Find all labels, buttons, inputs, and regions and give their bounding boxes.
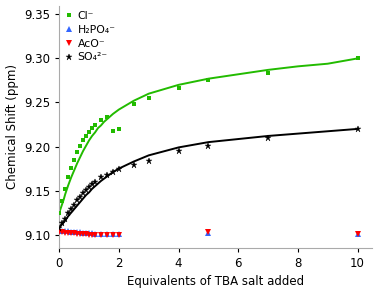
- H₂PO₄⁻: [75, 230, 79, 234]
- H₂PO₄⁻: [66, 229, 70, 233]
- AcO⁻: [60, 230, 65, 234]
- AcO⁻: [105, 233, 109, 236]
- AcO⁻: [72, 231, 76, 235]
- SO₄²⁻: [355, 127, 360, 131]
- Y-axis label: Chemical Shift (ppm): Chemical Shift (ppm): [6, 64, 19, 189]
- SO₄²⁻: [57, 226, 62, 229]
- Cl⁻: [75, 150, 79, 153]
- Cl⁻: [111, 129, 115, 132]
- AcO⁻: [111, 233, 115, 236]
- Line: Cl⁻: Cl⁻: [57, 55, 360, 215]
- AcO⁻: [75, 232, 79, 235]
- Cl⁻: [132, 103, 136, 106]
- H₂PO₄⁻: [78, 230, 82, 234]
- SO₄²⁻: [90, 183, 94, 186]
- Cl⁻: [57, 211, 62, 214]
- Cl⁻: [81, 138, 85, 142]
- Cl⁻: [78, 144, 82, 147]
- SO₄²⁻: [105, 173, 109, 176]
- H₂PO₄⁻: [57, 228, 62, 232]
- Cl⁻: [147, 96, 151, 100]
- H₂PO₄⁻: [355, 232, 360, 235]
- H₂PO₄⁻: [81, 231, 85, 235]
- AcO⁻: [57, 230, 62, 234]
- AcO⁻: [81, 232, 85, 235]
- Cl⁻: [60, 199, 65, 203]
- H₂PO₄⁻: [63, 229, 68, 233]
- AcO⁻: [355, 232, 360, 235]
- Cl⁻: [117, 127, 121, 131]
- Cl⁻: [105, 115, 109, 118]
- H₂PO₄⁻: [87, 231, 91, 235]
- SO₄²⁻: [93, 180, 97, 183]
- SO₄²⁻: [87, 185, 91, 189]
- SO₄²⁻: [75, 198, 79, 202]
- H₂PO₄⁻: [111, 232, 115, 235]
- AcO⁻: [99, 233, 103, 236]
- AcO⁻: [78, 232, 82, 235]
- SO₄²⁻: [147, 159, 151, 162]
- Cl⁻: [99, 118, 103, 122]
- Cl⁻: [72, 158, 76, 161]
- H₂PO₄⁻: [69, 230, 73, 234]
- AcO⁻: [206, 230, 211, 234]
- Cl⁻: [84, 134, 88, 138]
- H₂PO₄⁻: [105, 232, 109, 235]
- AcO⁻: [117, 233, 121, 236]
- SO₄²⁻: [63, 217, 68, 220]
- AcO⁻: [63, 231, 68, 235]
- Cl⁻: [66, 176, 70, 179]
- H₂PO₄⁻: [93, 232, 97, 235]
- SO₄²⁻: [81, 191, 85, 195]
- Cl⁻: [176, 87, 181, 90]
- H₂PO₄⁻: [99, 232, 103, 235]
- Line: AcO⁻: AcO⁻: [56, 229, 360, 238]
- Cl⁻: [266, 71, 270, 74]
- X-axis label: Equivalents of TBA salt added: Equivalents of TBA salt added: [127, 275, 304, 288]
- Cl⁻: [355, 56, 360, 59]
- SO₄²⁻: [132, 163, 136, 167]
- Cl⁻: [90, 126, 94, 130]
- AcO⁻: [84, 232, 88, 235]
- AcO⁻: [90, 233, 94, 236]
- SO₄²⁻: [60, 221, 65, 225]
- H₂PO₄⁻: [90, 231, 94, 235]
- Cl⁻: [87, 130, 91, 133]
- H₂PO₄⁻: [84, 231, 88, 235]
- Cl⁻: [93, 123, 97, 126]
- Cl⁻: [69, 166, 73, 169]
- Legend: Cl⁻, H₂PO₄⁻, AcO⁻, SO₄²⁻: Cl⁻, H₂PO₄⁻, AcO⁻, SO₄²⁻: [62, 9, 118, 64]
- SO₄²⁻: [66, 212, 70, 215]
- SO₄²⁻: [78, 195, 82, 198]
- AcO⁻: [87, 233, 91, 236]
- Line: SO₄²⁻: SO₄²⁻: [56, 126, 361, 231]
- H₂PO₄⁻: [60, 229, 65, 233]
- SO₄²⁻: [99, 176, 103, 179]
- SO₄²⁻: [117, 168, 121, 171]
- AcO⁻: [66, 231, 70, 235]
- SO₄²⁻: [111, 170, 115, 174]
- AcO⁻: [69, 231, 73, 235]
- SO₄²⁻: [84, 188, 88, 191]
- SO₄²⁻: [176, 149, 181, 153]
- Cl⁻: [63, 187, 68, 191]
- Cl⁻: [206, 79, 211, 82]
- SO₄²⁻: [72, 203, 76, 206]
- SO₄²⁻: [206, 144, 211, 147]
- SO₄²⁻: [266, 136, 270, 139]
- SO₄²⁻: [69, 207, 73, 211]
- H₂PO₄⁻: [206, 231, 211, 235]
- H₂PO₄⁻: [117, 232, 121, 235]
- AcO⁻: [93, 233, 97, 236]
- H₂PO₄⁻: [72, 230, 76, 234]
- Line: H₂PO₄⁻: H₂PO₄⁻: [56, 228, 360, 237]
